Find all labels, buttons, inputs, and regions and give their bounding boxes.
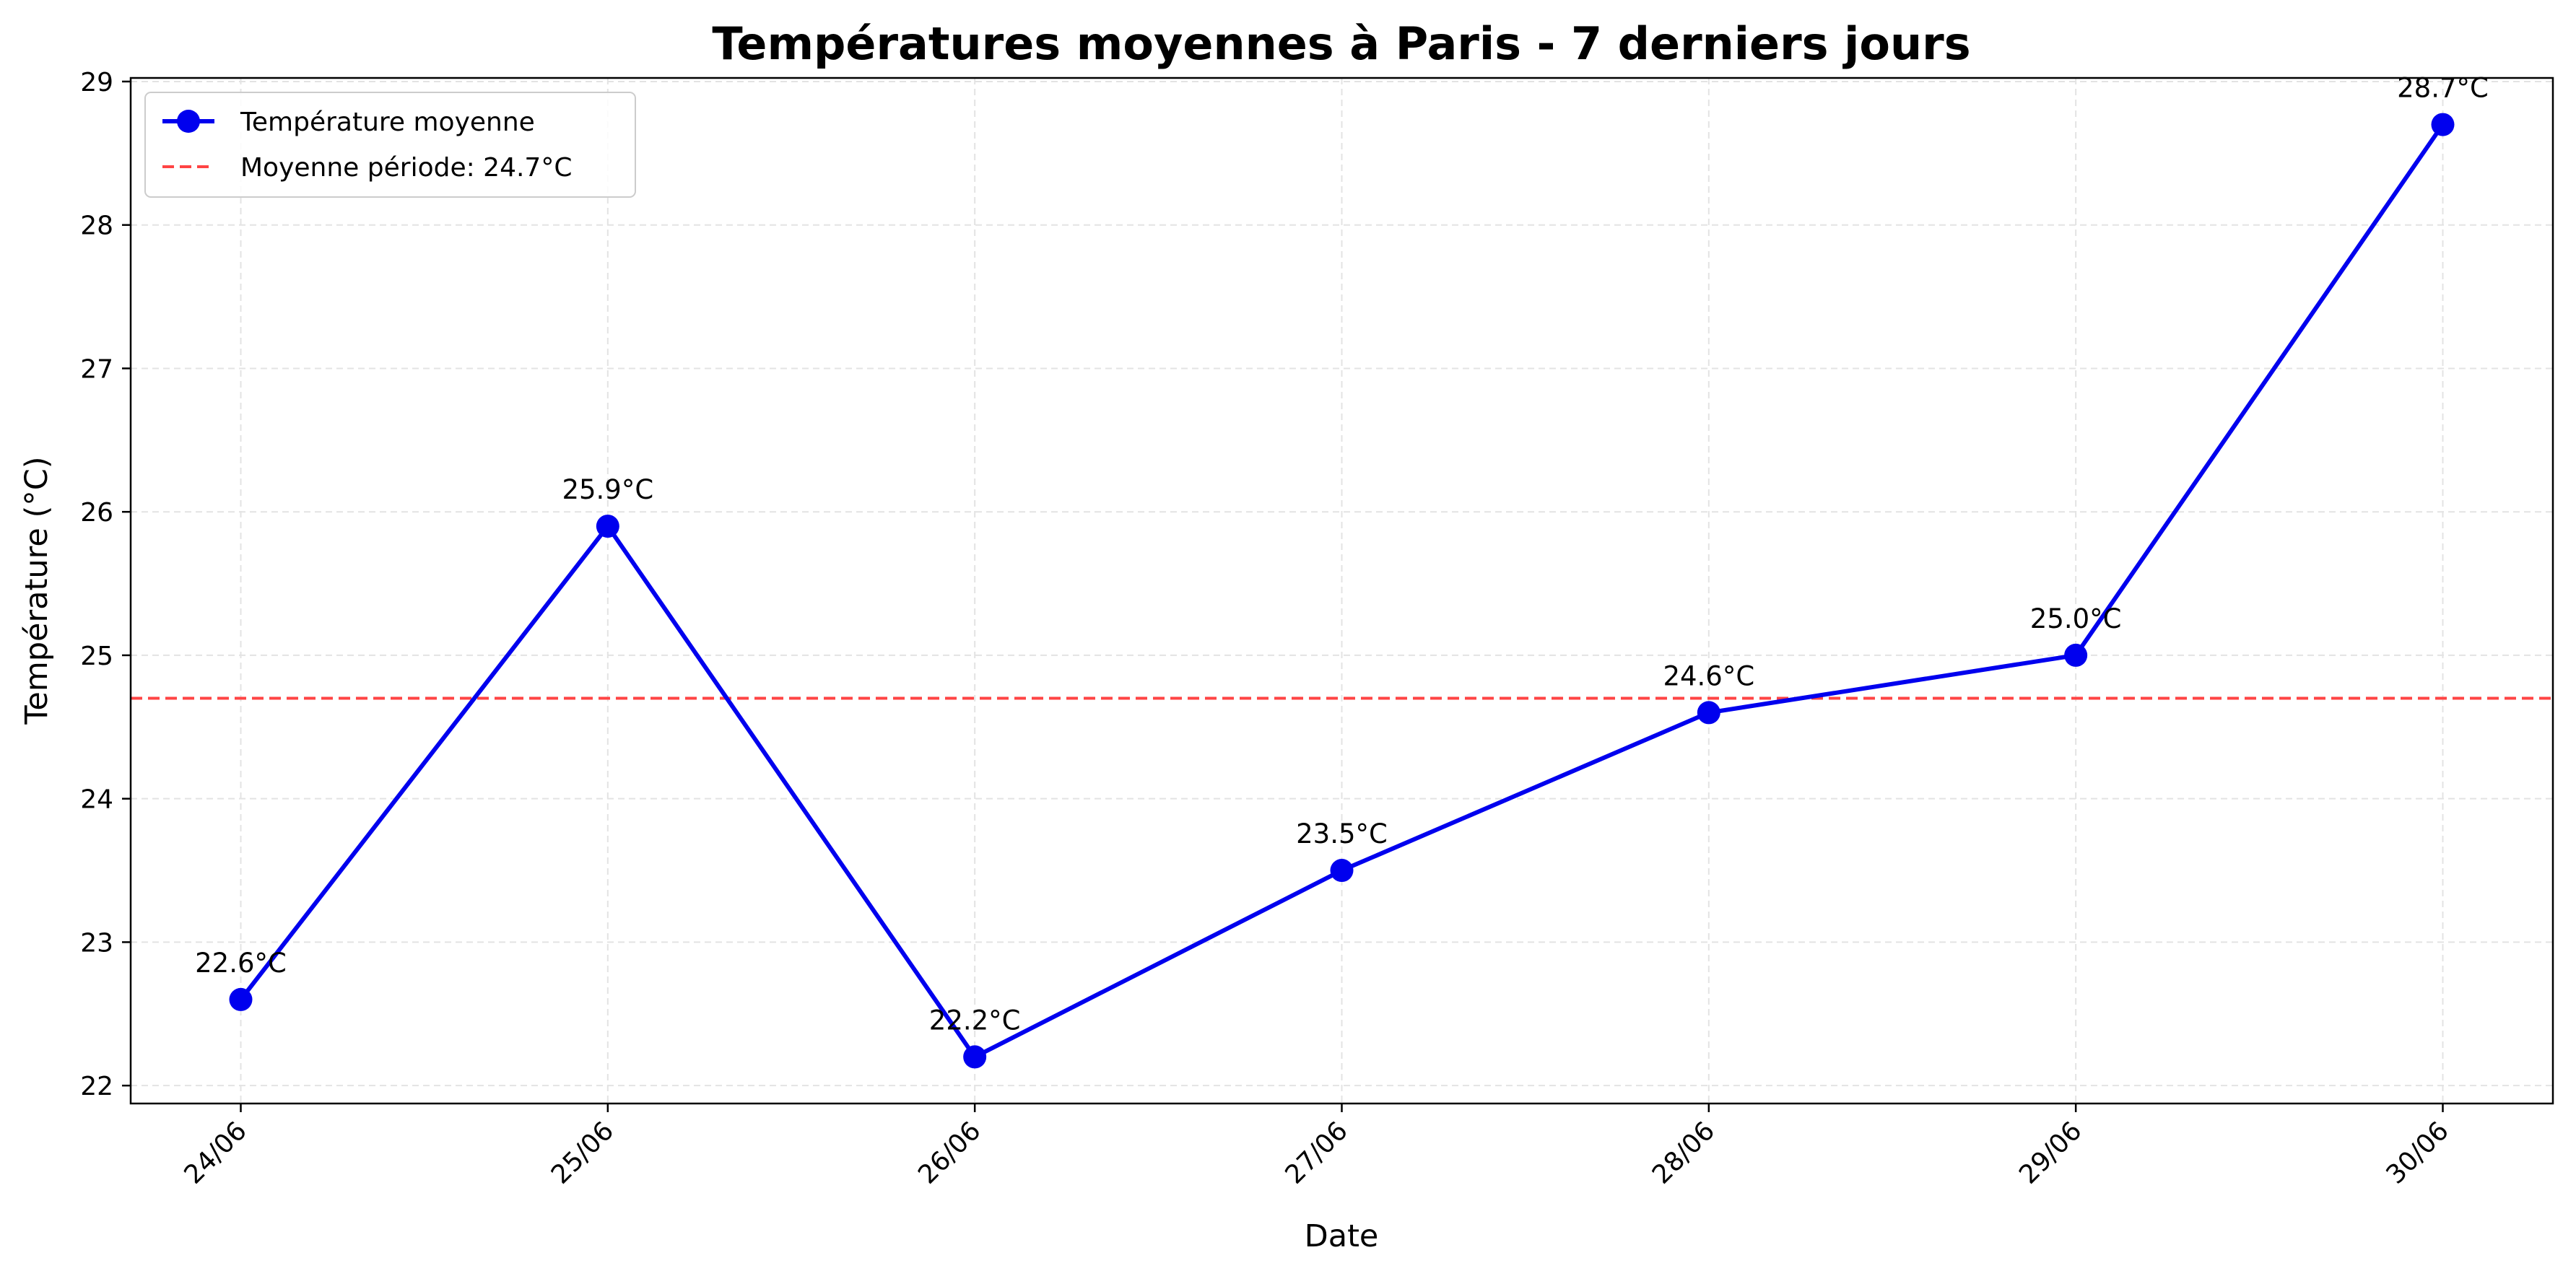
- y-axis: 22 23 24 25 26 27 28 29: [80, 68, 131, 1101]
- series-group: [229, 113, 2455, 1069]
- data-label: 23.5°C: [1296, 818, 1388, 849]
- legend-box: [144, 92, 636, 198]
- y-axis-label: Température (°C): [19, 456, 55, 725]
- y-tick-label: 27: [80, 354, 113, 384]
- x-axis-label: Date: [1305, 1218, 1379, 1254]
- legend: Température moyenne Moyenne période: 24.…: [144, 92, 636, 198]
- data-point: [596, 515, 619, 538]
- data-label: 22.6°C: [195, 948, 287, 979]
- y-tick-label: 23: [80, 928, 113, 958]
- y-tick-label: 26: [80, 498, 113, 528]
- y-tick-label: 22: [80, 1072, 113, 1101]
- y-tick-label: 29: [80, 68, 113, 97]
- data-label: 25.9°C: [562, 474, 653, 505]
- y-tick-label: 25: [80, 642, 113, 671]
- legend-label-series: Température moyenne: [240, 108, 535, 137]
- data-point: [963, 1045, 987, 1069]
- y-tick-label: 24: [80, 785, 113, 815]
- data-point: [2431, 113, 2455, 136]
- data-point: [2064, 643, 2088, 667]
- data-point: [229, 987, 253, 1011]
- y-tick-label: 28: [80, 211, 113, 241]
- data-point: [1330, 859, 1354, 883]
- data-label: 24.6°C: [1663, 660, 1754, 691]
- data-point: [1697, 701, 1720, 725]
- legend-marker-series: [177, 110, 200, 133]
- grid: [131, 78, 2553, 1104]
- legend-label-reference: Moyenne période: 24.7°C: [240, 153, 572, 183]
- chart-title: Températures moyennes à Paris - 7 dernie…: [712, 17, 1970, 70]
- data-label: 25.0°C: [2030, 603, 2122, 634]
- data-label: 22.2°C: [929, 1005, 1021, 1036]
- data-labels: 22.6°C25.9°C22.2°C23.5°C24.6°C25.0°C28.7…: [195, 73, 2489, 1036]
